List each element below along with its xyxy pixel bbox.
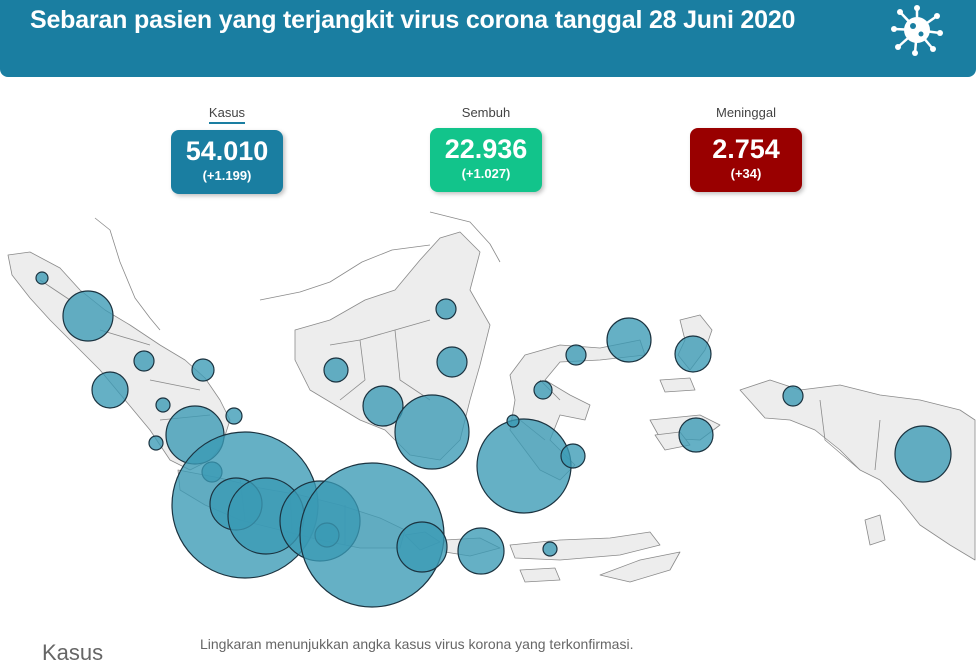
page-title: Sebaran pasien yang terjangkit virus cor…	[30, 6, 796, 34]
stat-sembuh-delta: (+1.027)	[461, 166, 511, 181]
stat-kasus-box: 54.010 (+1.199)	[171, 130, 283, 194]
bubble-papua	[894, 425, 952, 483]
bubble-kepulauan-riau	[191, 358, 215, 382]
bubble-kalimantan-barat	[323, 357, 349, 383]
malaysia-outline	[94, 217, 161, 331]
island-aru	[864, 514, 886, 546]
bubble-sulawesi-tengah	[533, 380, 553, 400]
virus-icon	[891, 5, 943, 56]
bubble-aceh	[35, 271, 49, 285]
stat-meninggal-label[interactable]: Meninggal	[716, 105, 776, 120]
stat-sembuh[interactable]: Sembuh 22.936 (+1.027)	[430, 104, 542, 192]
bubble-kalimantan-selatan	[394, 394, 470, 470]
bubble-kalimantan-tengah	[362, 385, 404, 427]
legend-title: Kasus	[42, 640, 104, 665]
bubble-sulawesi-selatan	[476, 418, 572, 514]
island-sumba	[519, 567, 561, 583]
stat-kasus-label[interactable]: Kasus	[208, 105, 246, 124]
bubble-maluku-utara	[674, 335, 712, 373]
bubble-bangka-belitung	[225, 407, 243, 425]
land-shapes	[7, 211, 976, 583]
header-banner: Sebaran pasien yang terjangkit virus cor…	[0, 0, 976, 77]
map-note: Lingkaran menunjukkan angka kasus virus …	[200, 636, 634, 652]
bubble-sumatera-barat	[91, 371, 129, 409]
stat-meninggal-delta: (+34)	[730, 166, 762, 181]
stat-sembuh-box: 22.936 (+1.027)	[430, 128, 542, 192]
indonesia-map	[7, 211, 976, 608]
bubble-jambi	[155, 397, 171, 413]
bubble-gorontalo	[565, 344, 587, 366]
bubble-nusa-tenggara-timur	[542, 541, 558, 557]
bubble-kalimantan-utara	[435, 298, 457, 320]
bubble-nusa-tenggara-barat	[457, 527, 505, 575]
bubble-sulawesi-utara	[606, 317, 652, 363]
bubble-bengkulu	[148, 435, 164, 451]
province-ntt	[509, 531, 661, 561]
stat-meninggal-value: 2.754	[712, 134, 780, 164]
bubble-riau	[133, 350, 155, 372]
bubble-sumatera-utara	[62, 290, 114, 342]
island-timor	[599, 551, 681, 583]
stat-sembuh-label[interactable]: Sembuh	[461, 105, 511, 120]
province-papua	[739, 379, 976, 561]
stat-kasus-value: 54.010	[185, 136, 269, 166]
bubble-papua-barat	[782, 385, 804, 407]
borneo-north-outline	[259, 244, 431, 301]
case-bubbles	[35, 271, 952, 608]
bubble-maluku	[678, 417, 714, 453]
bubble-sulawesi-barat	[506, 414, 520, 428]
bubble-kalimantan-timur	[436, 346, 468, 378]
philippines-outline	[429, 211, 501, 263]
bubble-sulawesi-tenggara	[560, 443, 586, 469]
stat-sembuh-value: 22.936	[444, 134, 528, 164]
stat-kasus[interactable]: Kasus 54.010 (+1.199)	[171, 104, 283, 194]
stat-kasus-delta: (+1.199)	[202, 168, 252, 183]
bubble-bali	[396, 521, 448, 573]
stat-meninggal[interactable]: Meninggal 2.754 (+34)	[690, 104, 802, 192]
island-obi	[659, 377, 696, 393]
stat-meninggal-box: 2.754 (+34)	[690, 128, 802, 192]
